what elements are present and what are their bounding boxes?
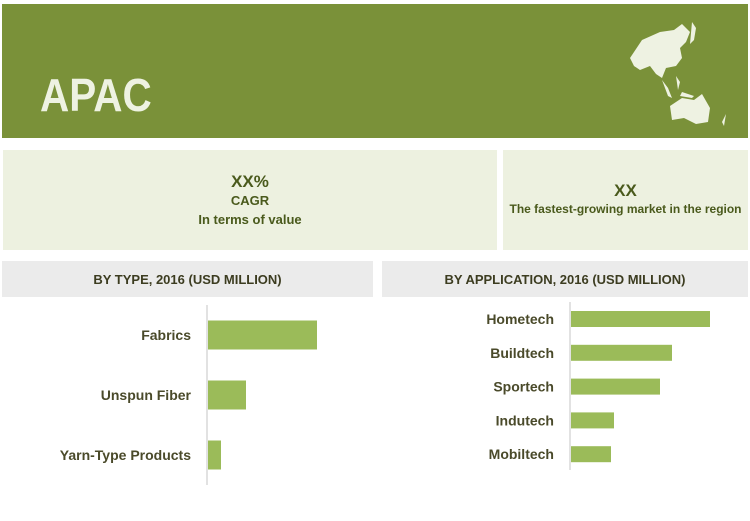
bar-fabrics — [208, 320, 317, 350]
cagr-label: CAGR — [230, 192, 270, 208]
fastest-market-panel: XX The fastest-growing market in the reg… — [503, 150, 748, 250]
category-label: Yarn-Type Products — [60, 447, 191, 463]
bar-mobiltech — [571, 446, 611, 463]
bar-unspun-fiber — [208, 380, 246, 410]
header-banner — [2, 4, 748, 138]
region-title: APAC — [40, 69, 152, 121]
bar-yarn-type-products — [208, 440, 221, 470]
category-label: Hometech — [486, 311, 554, 327]
bar-indutech — [571, 412, 614, 429]
application-chart-title: BY APPLICATION, 2016 (USD MILLION) — [382, 261, 748, 297]
bar-sportech — [571, 378, 660, 395]
category-label: Fabrics — [141, 327, 191, 343]
apac-map-icon — [630, 22, 726, 126]
type-chart-title: BY TYPE, 2016 (USD MILLION) — [2, 261, 373, 297]
application-chart: Hometech Buildtech Sportech Indutech Mobilte… — [486, 302, 710, 470]
bar-buildtech — [571, 344, 672, 361]
cagr-panel: XX% CAGR In terms of value — [3, 150, 497, 250]
category-label: Indutech — [496, 412, 554, 428]
category-label: Sportech — [493, 379, 554, 395]
fastest-market-label: The fastest-growing market in the region — [509, 202, 742, 216]
fastest-market-value: XX — [614, 181, 637, 200]
category-label: Mobiltech — [489, 446, 554, 462]
category-label: Unspun Fiber — [101, 387, 192, 403]
type-chart: Fabrics Unspun Fiber Yarn-Type Products — [60, 305, 317, 485]
cagr-sublabel: In terms of value — [198, 211, 302, 227]
bar-hometech — [571, 311, 710, 327]
category-label: Buildtech — [490, 345, 554, 361]
cagr-value: XX% — [231, 171, 269, 191]
